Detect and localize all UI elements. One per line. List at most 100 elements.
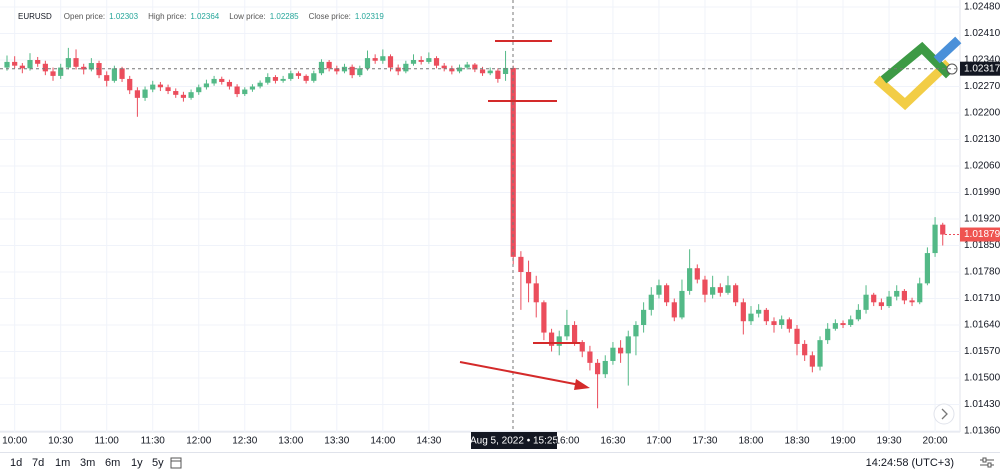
y-tick-label: 1.01920 bbox=[964, 214, 1000, 225]
y-tick-label: 1.01570 bbox=[964, 346, 1000, 357]
candle-body bbox=[725, 285, 731, 293]
candle-body bbox=[656, 285, 662, 295]
candle-body bbox=[280, 78, 286, 81]
candle-body bbox=[12, 61, 18, 66]
x-tick-label: 18:00 bbox=[738, 436, 763, 447]
annotations bbox=[459, 40, 590, 390]
candle-body bbox=[157, 84, 163, 88]
candle-body bbox=[717, 287, 723, 293]
x-tick-label: 13:30 bbox=[324, 436, 349, 447]
candle-body bbox=[257, 82, 263, 87]
annotation-arrow bbox=[459, 361, 581, 386]
clock: 14:24:58 (UTC+3) bbox=[865, 457, 954, 469]
candle-body bbox=[96, 63, 102, 76]
calendar-icon[interactable] bbox=[170, 456, 182, 469]
candle-body bbox=[618, 347, 624, 354]
range-button[interactable]: 6m bbox=[105, 457, 121, 469]
candle-body bbox=[27, 60, 33, 69]
candle-body bbox=[203, 83, 210, 88]
candle-body bbox=[648, 294, 654, 310]
candle-body bbox=[901, 290, 907, 301]
candle-body bbox=[456, 67, 463, 72]
y-tick-label: 1.02200 bbox=[964, 108, 1000, 119]
range-button[interactable]: 3m bbox=[80, 457, 96, 469]
logo bbox=[873, 36, 962, 111]
y-tick-label: 1.01430 bbox=[964, 399, 1000, 410]
candle-body bbox=[142, 89, 148, 98]
candle-body bbox=[326, 61, 332, 69]
x-tick-label: 17:30 bbox=[692, 436, 717, 447]
candle-body bbox=[495, 70, 501, 79]
candle-body bbox=[740, 302, 746, 322]
candle-body bbox=[42, 63, 48, 72]
range-button[interactable]: 1d bbox=[10, 457, 23, 469]
candle-body bbox=[403, 63, 409, 72]
y-tick-label: 1.01850 bbox=[964, 240, 1000, 251]
candle-body bbox=[188, 92, 194, 98]
x-tick-label: 14:30 bbox=[416, 436, 441, 447]
candle-body bbox=[771, 321, 777, 325]
candle-body bbox=[502, 67, 509, 75]
candle-body bbox=[556, 336, 562, 346]
crosshair-price-box bbox=[960, 61, 1000, 76]
candle-body bbox=[863, 294, 869, 310]
candle-body bbox=[372, 58, 378, 61]
legend-label: High price: bbox=[148, 12, 187, 21]
candle-body bbox=[35, 60, 41, 64]
candle-body bbox=[318, 61, 325, 74]
candle-body bbox=[364, 58, 371, 69]
x-tick-label: 16:00 bbox=[554, 436, 579, 447]
range-button[interactable]: 7d bbox=[32, 457, 45, 469]
range-button[interactable]: 5y bbox=[152, 457, 164, 469]
y-tick-label: 1.02480 bbox=[964, 2, 1000, 13]
candle-body bbox=[234, 86, 240, 95]
range-button[interactable]: 1m bbox=[55, 457, 71, 469]
candle-body bbox=[395, 67, 401, 72]
candle-body bbox=[917, 283, 923, 303]
candle-body bbox=[633, 325, 639, 337]
candle-body bbox=[548, 332, 555, 346]
candle-body bbox=[894, 290, 900, 297]
candle-body bbox=[763, 309, 769, 322]
candle-body bbox=[380, 56, 386, 61]
candle-body bbox=[786, 319, 792, 329]
candle-body bbox=[487, 70, 493, 74]
candle-body bbox=[809, 355, 815, 367]
x-tick-label: 18:30 bbox=[784, 436, 809, 447]
candle-body bbox=[111, 68, 117, 81]
settings-icon[interactable] bbox=[980, 457, 994, 469]
x-tick-label: 10:30 bbox=[48, 436, 73, 447]
candle-body bbox=[579, 342, 585, 352]
range-button[interactable]: 1y bbox=[131, 457, 143, 469]
candle-body bbox=[564, 325, 570, 337]
candle-body bbox=[571, 325, 578, 343]
candle-body bbox=[449, 68, 455, 72]
candles bbox=[4, 47, 946, 409]
crosshair-price-label: 1.02317 bbox=[964, 63, 1000, 74]
candle-body bbox=[748, 313, 754, 322]
candle-body bbox=[104, 75, 110, 81]
candle-body bbox=[587, 351, 593, 363]
candle-body bbox=[679, 290, 685, 318]
candle-body bbox=[196, 87, 202, 93]
candle-body bbox=[311, 73, 317, 81]
candle-body bbox=[50, 71, 56, 76]
candle-body bbox=[249, 86, 256, 90]
legend-label: Close price: bbox=[308, 12, 351, 21]
candle-body bbox=[334, 68, 340, 72]
candle-body bbox=[219, 78, 225, 82]
candle-body bbox=[733, 285, 739, 303]
candle-body bbox=[687, 268, 693, 291]
x-tick-label: 16:30 bbox=[600, 436, 625, 447]
x-tick-label: 14:00 bbox=[370, 436, 395, 447]
candle-body bbox=[533, 283, 539, 303]
scroll-button[interactable] bbox=[933, 403, 955, 425]
legend: EURUSD Open price: 1.02303 High price: 1.02… bbox=[18, 12, 390, 21]
candle-body bbox=[58, 67, 64, 76]
candle-body bbox=[180, 94, 187, 98]
candle-body bbox=[265, 77, 271, 83]
candle-body bbox=[418, 60, 424, 62]
candle-body bbox=[794, 328, 800, 344]
candle-body bbox=[173, 91, 179, 95]
